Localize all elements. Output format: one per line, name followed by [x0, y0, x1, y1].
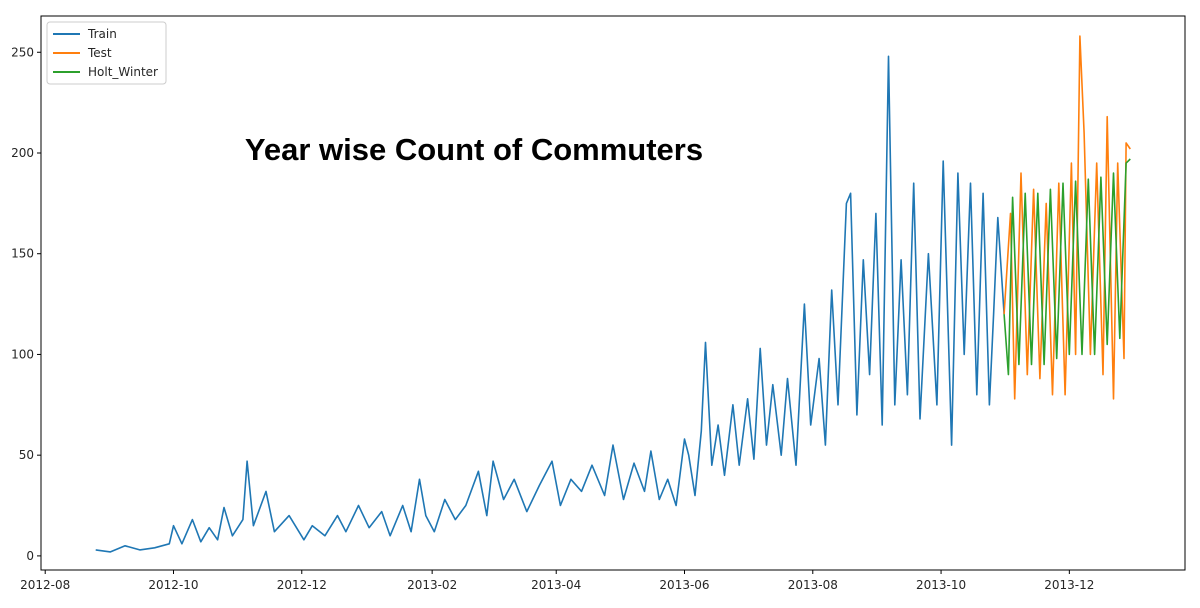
- plot-area: [41, 16, 1185, 570]
- legend-box: [46, 21, 167, 85]
- y-axis: 0 50 100 150 200 250: [11, 45, 41, 563]
- y-tick-label: 200: [11, 146, 34, 160]
- x-tick-label: 2013-04: [531, 578, 581, 592]
- x-tick-label: 2012-10: [148, 578, 198, 592]
- legend-label-train: Train: [87, 27, 117, 41]
- x-tick-label: 2013-02: [407, 578, 457, 592]
- x-tick-label: 2013-12: [1044, 578, 1094, 592]
- x-axis: 2012-08 2012-10 2012-12 2013-02 2013-04 2013-…: [20, 570, 1094, 592]
- legend: Train Test Holt_Winter: [46, 21, 167, 85]
- x-tick-label: 2012-08: [20, 578, 70, 592]
- plot-frame: [40, 15, 1186, 571]
- legend-label-test: Test: [87, 46, 112, 60]
- y-tick-label: 150: [11, 247, 34, 261]
- y-tick-label: 0: [26, 549, 34, 563]
- chart-title: Year wise Count of Commuters: [245, 132, 703, 167]
- series-line-train: [95, 55, 1005, 553]
- series-layer: [95, 35, 1131, 553]
- y-tick-label: 50: [19, 448, 34, 462]
- y-tick-label: 100: [11, 347, 34, 361]
- series-line-holt-winter: [1003, 158, 1131, 376]
- x-tick-label: 2012-12: [277, 578, 327, 592]
- x-tick-label: 2013-06: [659, 578, 709, 592]
- x-tick-label: 2013-08: [788, 578, 838, 592]
- y-tick-label: 250: [11, 45, 34, 59]
- x-tick-label: 2013-10: [916, 578, 966, 592]
- legend-label-holt-winter: Holt_Winter: [88, 65, 158, 79]
